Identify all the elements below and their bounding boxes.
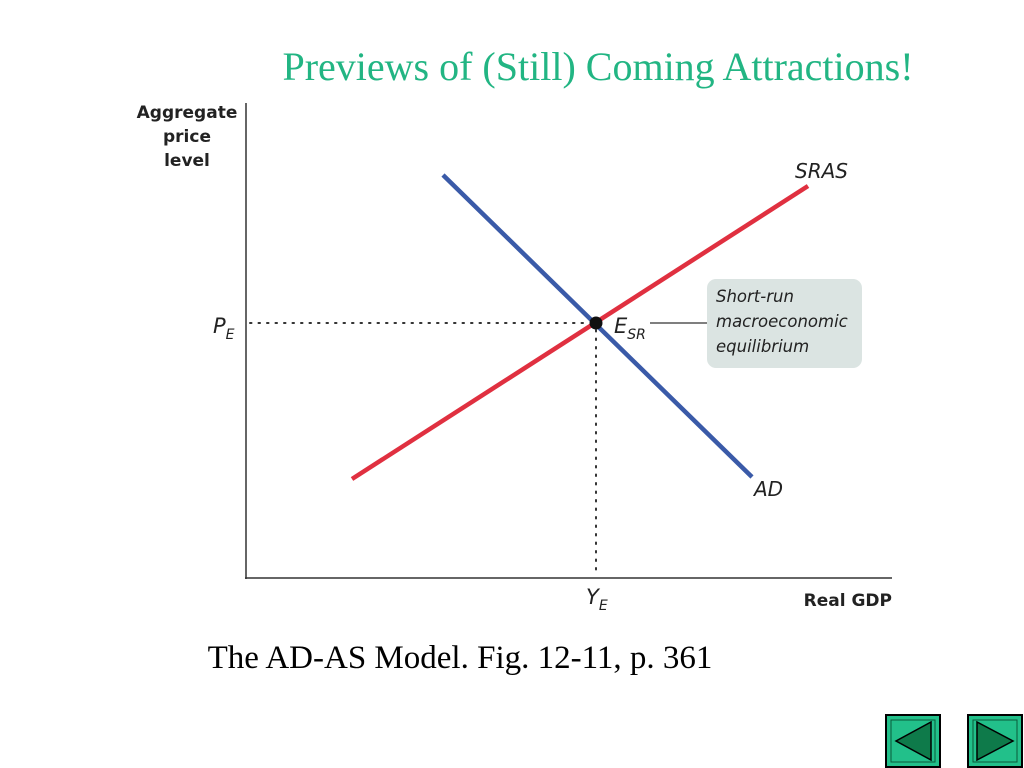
callout-text: Short-run macroeconomic equilibrium [716,287,848,356]
ad-label: AD [752,477,783,501]
next-button[interactable] [967,714,1023,768]
x-axis-label: Real GDP [804,591,892,611]
equilibrium-label: ESR [614,314,646,343]
price-label-sub: E [226,327,235,343]
caption: The AD-AS Model. Fig. 12-11, p. 361 [208,640,713,676]
y-axis-label: Aggregate price level [137,103,238,171]
y-axis-label-line: Aggregate [137,103,238,123]
sras-label: SRAS [795,159,848,183]
callout-line: equilibrium [716,337,809,356]
prev-button[interactable] [885,714,941,768]
quantity-label-sub: E [599,598,608,614]
quantity-label: YE [586,585,608,614]
equilibrium-label-sub: SR [627,327,646,343]
slide-title: Previews of (Still) Coming Attractions! [282,44,913,89]
y-axis-label-line: level [164,151,210,171]
callout-line: Short-run [716,287,794,306]
sras-curve [350,184,810,481]
callout-box [707,279,862,368]
y-axis-label-line: price [163,127,211,147]
quantity-label-base: Y [586,585,601,609]
price-label-base: P [213,314,226,338]
price-label: PE [213,314,235,343]
equilibrium-point [589,316,603,330]
callout-line: macroeconomic [716,312,848,331]
equilibrium-label-base: E [614,314,628,338]
